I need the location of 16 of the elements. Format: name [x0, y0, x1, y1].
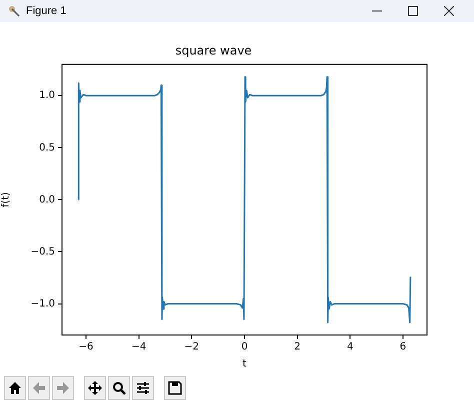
x-tick-label: 2 [294, 342, 301, 353]
y-axis-title: f(t) [0, 192, 12, 208]
x-tick-label: −6 [78, 342, 94, 353]
y-tick-label: 0.5 [39, 142, 55, 154]
chart-title: square wave [175, 43, 252, 58]
y-tick-label: 1.0 [39, 90, 55, 102]
y-tick-label: −1.0 [30, 298, 55, 310]
x-tick-label: 0 [241, 342, 248, 353]
x-tick-label: 4 [346, 342, 354, 353]
x-tick-label: −4 [131, 342, 146, 353]
x-tick-label: −2 [184, 342, 200, 353]
x-axis-title: t [242, 358, 247, 370]
y-tick-label: 0.0 [39, 194, 55, 206]
caption: Figure 1 [26, 5, 66, 17]
x-tick-label: 6 [400, 342, 406, 353]
y-tick-label: −0.5 [30, 246, 55, 258]
